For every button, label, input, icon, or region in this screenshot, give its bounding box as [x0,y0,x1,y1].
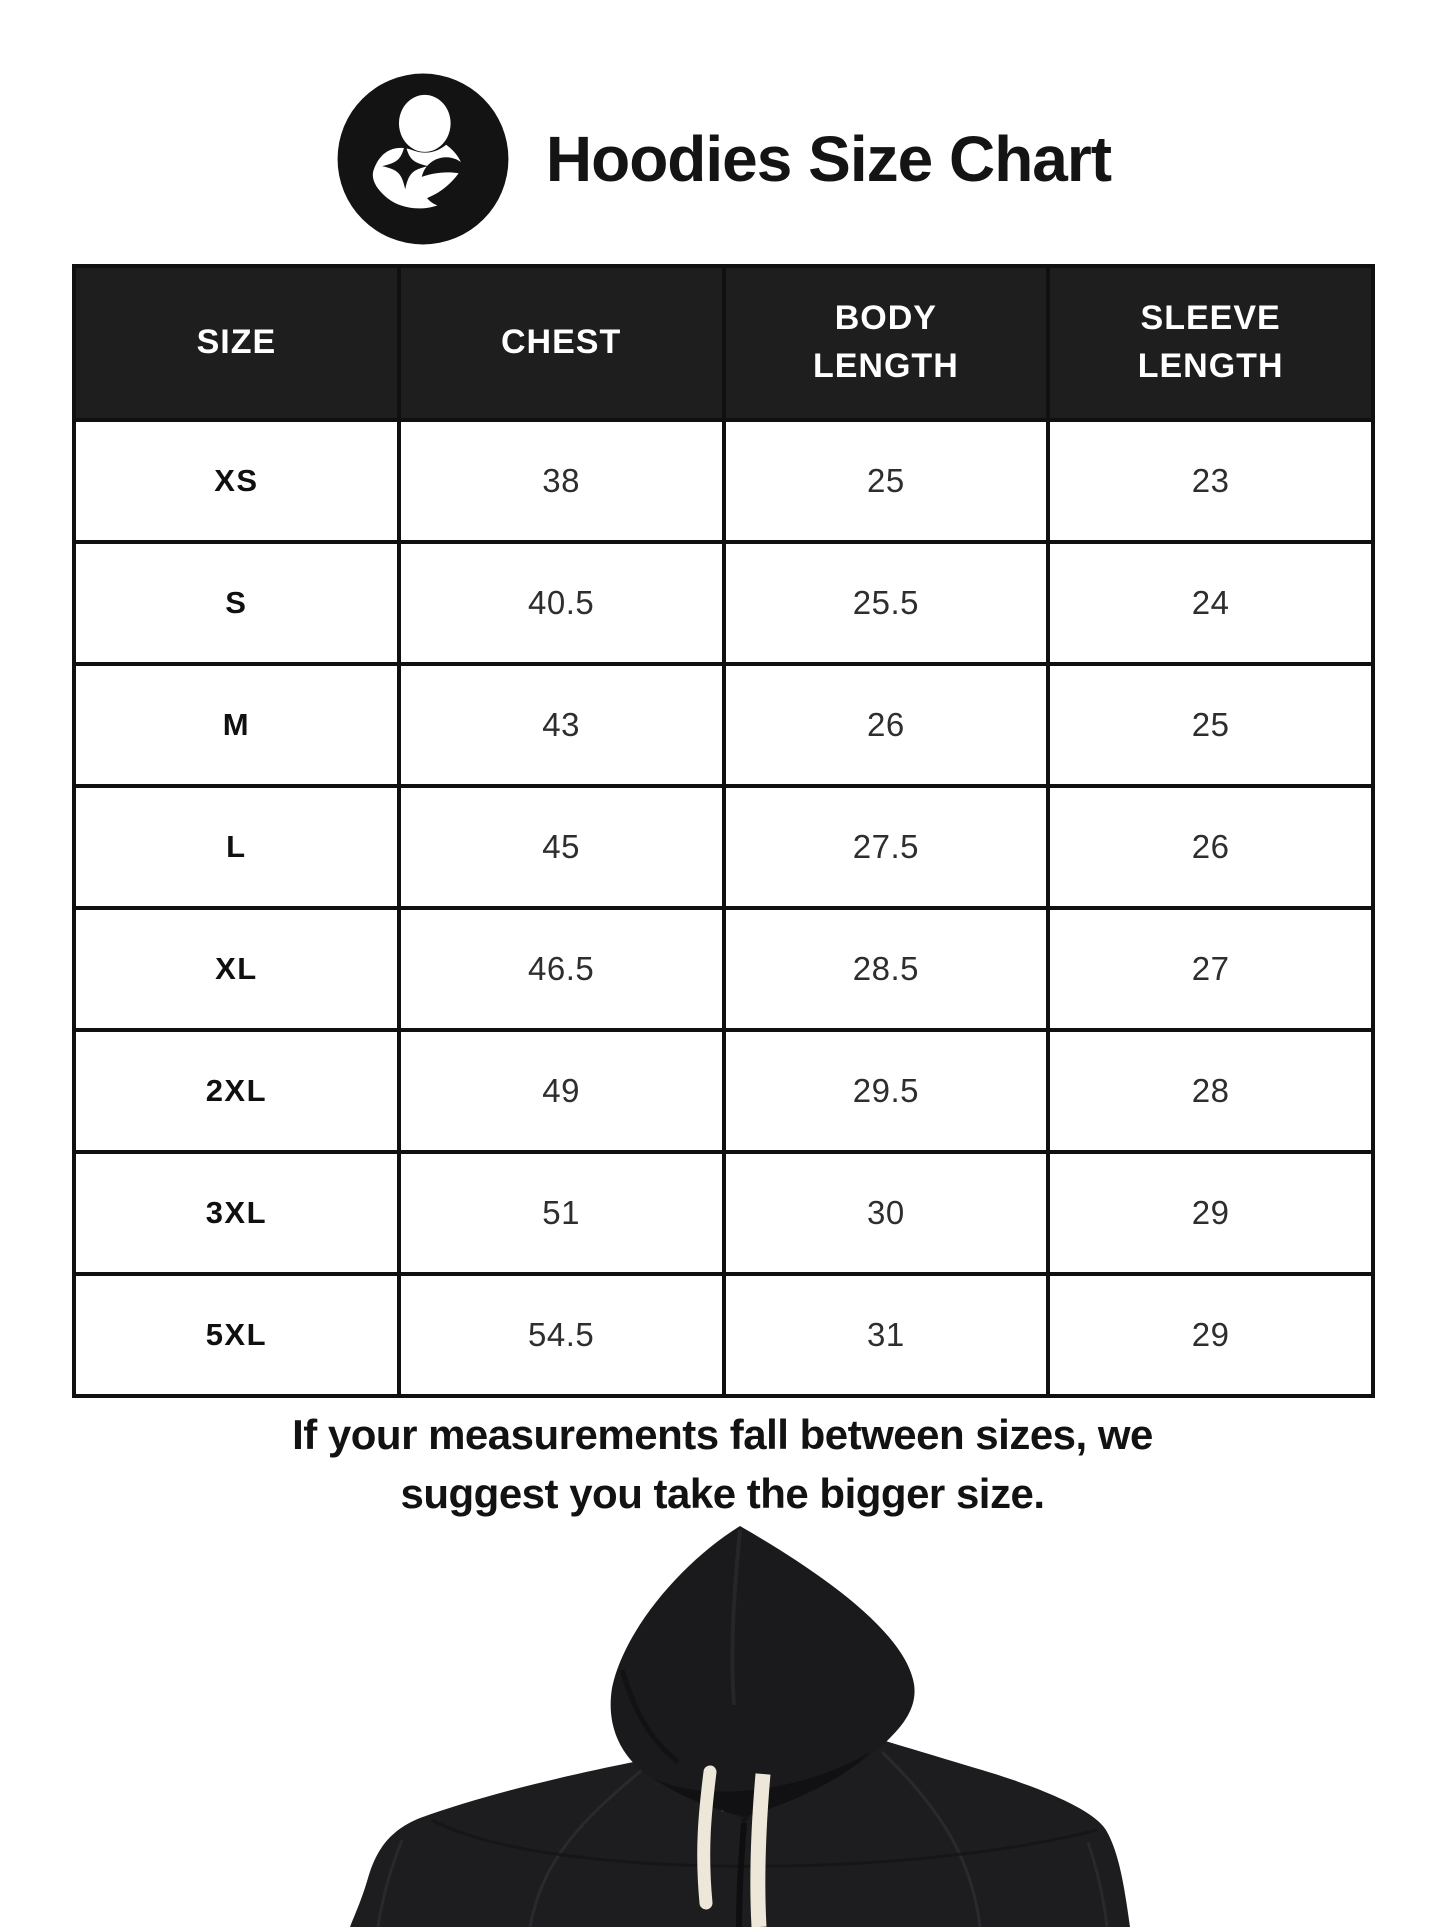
table-row-l: L 45 27.5 26 [72,784,1375,910]
cell-size: 2XL [72,1028,401,1154]
cell-body_length: 27.5 [721,784,1051,910]
page-title: Hoodies Size Chart [545,123,1112,195]
cell-size: 5XL [72,1272,401,1398]
cell-body_length: 26 [721,662,1051,788]
cell-sleeve_length: 27 [1046,906,1375,1032]
cell-chest: 38 [396,418,726,544]
cell-chest: 43 [396,662,726,788]
size-table-container: SIZE CHEST BODY LENGTH SLEEVE LENGTH XS 38 25… [72,264,1375,1398]
column-header-size: SIZE [72,264,401,422]
fit-note: If your measurements fall between sizes,… [0,1406,1445,1524]
cell-chest: 40.5 [396,540,726,666]
cell-chest: 45 [396,784,726,910]
cell-size: XS [72,418,401,544]
cell-sleeve_length: 26 [1046,784,1375,910]
table-row-5xl: 5XL 54.5 31 29 [72,1272,1375,1398]
cell-size: 3XL [72,1150,401,1276]
cell-sleeve_length: 29 [1046,1272,1375,1398]
fit-note-line-2: suggest you take the bigger size. [400,1469,1046,1517]
cell-body_length: 25 [721,418,1051,544]
cell-chest: 51 [396,1150,726,1276]
cell-body_length: 25.5 [721,540,1051,666]
cell-body_length: 31 [721,1272,1051,1398]
size-table: SIZE CHEST BODY LENGTH SLEEVE LENGTH XS 38 25… [72,264,1375,1398]
cell-sleeve_length: 29 [1046,1150,1375,1276]
fit-note-line-1: If your measurements fall between sizes,… [292,1411,1153,1458]
brand-header: Hoodies Size Chart [0,70,1445,248]
cell-body_length: 29.5 [721,1028,1051,1154]
table-row-2xl: 2XL 49 29.5 28 [72,1028,1375,1154]
hoodie-product-image [350,1526,1130,1927]
column-header-chest: CHEST [396,264,726,422]
size-table-header-row: SIZE CHEST BODY LENGTH SLEEVE LENGTH [72,264,1375,422]
cell-sleeve_length: 24 [1046,540,1375,666]
size-table-head: SIZE CHEST BODY LENGTH SLEEVE LENGTH [72,264,1375,422]
table-row-xs: XS 38 25 23 [72,418,1375,544]
person-cradling-star-icon [337,73,509,245]
column-header-sleeve_length: SLEEVE LENGTH [1046,264,1375,422]
cell-size: S [72,540,401,666]
cell-chest: 49 [396,1028,726,1154]
cell-size: XL [72,906,401,1032]
cell-size: M [72,662,401,788]
table-row-xl: XL 46.5 28.5 27 [72,906,1375,1032]
cell-sleeve_length: 23 [1046,418,1375,544]
cell-sleeve_length: 28 [1046,1028,1375,1154]
table-row-s: S 40.5 25.5 24 [72,540,1375,666]
cell-body_length: 28.5 [721,906,1051,1032]
size-table-body: XS 38 25 23 S 40.5 25.5 24 M 43 26 25 L 45 27.5 26 XL 46.… [72,418,1375,1398]
cell-size: L [72,784,401,910]
cell-body_length: 30 [721,1150,1051,1276]
column-header-body_length: BODY LENGTH [721,264,1051,422]
table-row-m: M 43 26 25 [72,662,1375,788]
cell-chest: 46.5 [396,906,726,1032]
table-row-3xl: 3XL 51 30 29 [72,1150,1375,1276]
cell-sleeve_length: 25 [1046,662,1375,788]
cell-chest: 54.5 [396,1272,726,1398]
